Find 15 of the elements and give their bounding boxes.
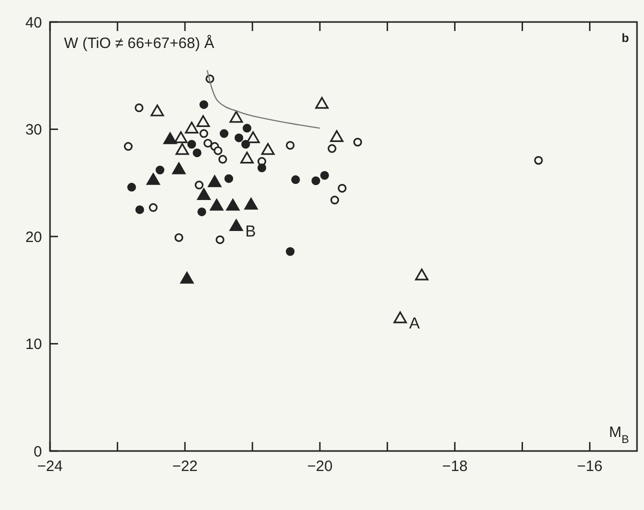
y-tick-label: 40 xyxy=(25,14,42,32)
x-tick-label: −18 xyxy=(442,458,468,475)
x-tick-label: −22 xyxy=(172,458,198,475)
annotation: b xyxy=(622,31,629,45)
y-tick-label: 0 xyxy=(34,443,42,460)
x-tick-label: −16 xyxy=(577,458,602,475)
text: W (TiO ≠ 66+67+68) Å xyxy=(64,34,214,52)
annotation: A xyxy=(409,316,420,333)
x-tick-label: −24 xyxy=(37,458,63,475)
x-tick-label: −20 xyxy=(307,458,333,475)
annotation: B xyxy=(245,223,256,240)
y-tick-label: 10 xyxy=(25,336,42,353)
y-tick-label: 20 xyxy=(25,228,42,246)
y-tick-label: 30 xyxy=(25,122,42,138)
x-axis-title: M$_{B}$ xyxy=(608,424,629,446)
